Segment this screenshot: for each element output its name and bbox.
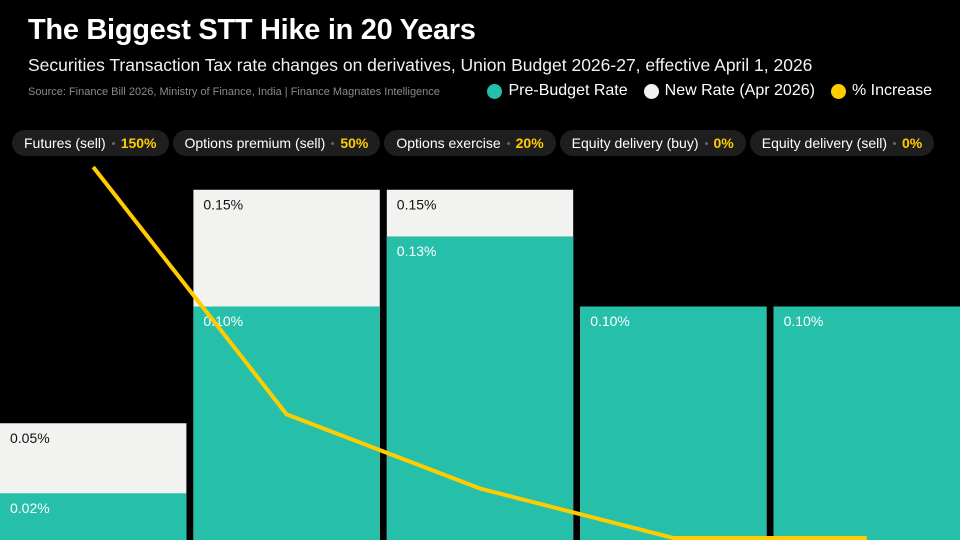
- value-label: 0.13%: [397, 243, 437, 259]
- increase-line: [91, 165, 867, 540]
- value-label: 0.10%: [590, 313, 630, 329]
- chart-subtitle: Securities Transaction Tax rate changes …: [28, 55, 813, 75]
- chart-source: Source: Finance Bill 2026, Ministry of F…: [28, 86, 440, 98]
- value-label: 0.15%: [203, 196, 243, 212]
- category-pill: Equity delivery (buy) 0%: [559, 130, 746, 156]
- category-label: Options premium (sell): [184, 135, 326, 151]
- legend-item: % Increase: [830, 82, 932, 100]
- category-label: Options exercise: [396, 135, 501, 151]
- legend-swatch: [487, 83, 503, 99]
- legend-swatch: [830, 83, 846, 99]
- value-label: 0.02%: [10, 500, 50, 516]
- increase-label: 20%: [515, 135, 544, 151]
- separator: [331, 141, 335, 145]
- category-pill: Options premium (sell) 50%: [172, 130, 381, 156]
- separator: [506, 141, 510, 145]
- increase-label: 150%: [120, 135, 157, 151]
- value-label: 0.10%: [203, 313, 243, 329]
- bar: [773, 306, 960, 540]
- bar: [0, 493, 187, 540]
- separator: [893, 141, 896, 145]
- increase-label: 0%: [902, 135, 923, 151]
- chart-title: The Biggest STT Hike in 20 Years: [28, 14, 476, 46]
- category-label: Equity delivery (sell): [761, 135, 887, 151]
- legend: Pre-Budget Rate New Rate (Apr 2026) % Incr…: [487, 82, 932, 100]
- category-pill: Futures (sell) 150%: [12, 130, 169, 156]
- legend-label: Pre-Budget Rate: [508, 82, 628, 99]
- increase-label: 50%: [340, 135, 369, 151]
- legend-swatch: [643, 83, 659, 99]
- value-label: 0.05%: [10, 430, 50, 446]
- category-pills: Futures (sell) 150% Options premium (sell)…: [12, 130, 935, 156]
- legend-label: % Increase: [851, 82, 932, 99]
- bar: [386, 236, 574, 540]
- value-label: 0.15%: [397, 196, 437, 212]
- separator: [111, 141, 115, 145]
- legend-item: Pre-Budget Rate: [487, 82, 628, 100]
- increase-label: 0%: [713, 135, 734, 151]
- legend-label: New Rate (Apr 2026): [664, 82, 815, 99]
- legend-item: New Rate (Apr 2026): [643, 82, 815, 100]
- value-label: 0.10%: [784, 313, 824, 329]
- category-label: Futures (sell): [24, 135, 106, 151]
- category-label: Equity delivery (buy): [571, 135, 699, 151]
- category-pill: Options exercise 20%: [384, 130, 556, 156]
- bar: [580, 306, 767, 540]
- bar: [193, 306, 380, 540]
- separator: [704, 141, 708, 145]
- category-pill: Equity delivery (sell) 0%: [749, 130, 935, 156]
